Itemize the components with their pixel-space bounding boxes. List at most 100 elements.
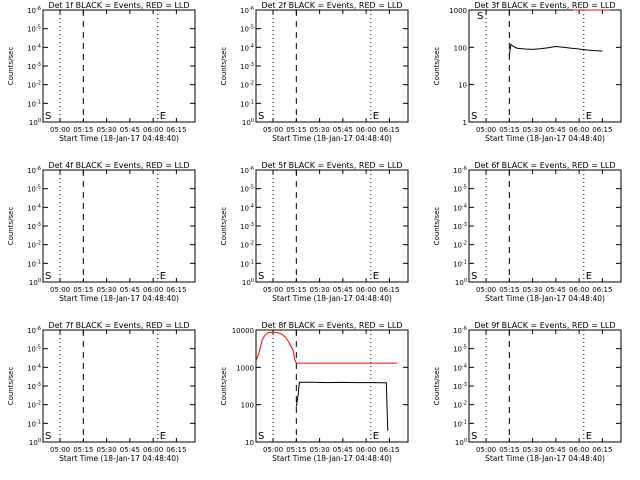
panel-title: Det 3f BLACK = Events, RED = LLD [474, 1, 615, 10]
x-tick-label: 05:30 [96, 126, 116, 134]
end-marker: E [373, 271, 379, 282]
x-tick-label: 06:15 [592, 126, 612, 134]
y-tick-label: 10-2 [453, 241, 467, 250]
y-axis-label: Counts/sec [433, 207, 441, 246]
y-tick-label: 100 [242, 118, 254, 127]
y-tick-label: 10-5 [453, 185, 467, 194]
x-axis-label: Start Time (18-Jan-17 04:48:40) [485, 294, 605, 303]
x-tick-label: 05:00 [50, 126, 70, 134]
y-tick-label: 10-4 [27, 363, 41, 372]
y-tick-label: 10-3 [240, 62, 254, 71]
x-axis-label: Start Time (18-Jan-17 04:48:40) [485, 454, 605, 463]
y-tick-label: 10-6 [27, 326, 41, 335]
x-tick-label: 05:30 [309, 126, 329, 134]
plot-frame [255, 329, 409, 443]
y-axis-label: Counts/sec [7, 47, 15, 86]
y-tick-label: 10-1 [27, 259, 41, 268]
y-tick-label: 10-6 [27, 6, 41, 15]
x-tick-label: 05:45 [333, 126, 353, 134]
x-tick-label: 05:00 [476, 126, 496, 134]
y-axis-label: Counts/sec [220, 207, 228, 246]
y-tick-label: 10-2 [240, 81, 254, 90]
x-tick-label: 05:45 [546, 286, 566, 294]
end-marker: E [586, 271, 592, 282]
y-tick-label: 100 [454, 44, 467, 52]
y-axis-label: Counts/sec [220, 367, 228, 406]
y-tick-label: 10-3 [240, 222, 254, 231]
plot-frame [468, 9, 622, 123]
y-axis-label: Counts/sec [7, 207, 15, 246]
x-tick-label: 06:00 [356, 286, 376, 294]
y-tick-label: 10-4 [27, 203, 41, 212]
x-axis-label: Start Time (18-Jan-17 04:48:40) [59, 134, 179, 143]
y-tick-label: 10-4 [27, 43, 41, 52]
x-tick-label: 05:15 [73, 446, 93, 454]
x-axis-label: Start Time (18-Jan-17 04:48:40) [485, 134, 605, 143]
y-tick-label: 1000 [236, 364, 254, 372]
x-tick-label: 05:00 [263, 126, 283, 134]
x-tick-label: 05:30 [522, 286, 542, 294]
x-tick-label: 06:00 [143, 446, 163, 454]
y-tick-label: 1000 [449, 7, 467, 15]
y-tick-label: 10-2 [240, 241, 254, 250]
x-tick-label: 05:00 [263, 446, 283, 454]
x-tick-label: 05:30 [96, 446, 116, 454]
x-tick-label: 05:15 [286, 286, 306, 294]
start-marker: S [45, 111, 51, 122]
x-tick-label: 06:15 [166, 286, 186, 294]
x-tick-label: 06:15 [592, 446, 612, 454]
end-marker: E [160, 271, 166, 282]
plot-frame [255, 9, 409, 123]
x-tick-label: 05:30 [522, 126, 542, 134]
x-tick-label: 05:00 [476, 286, 496, 294]
x-tick-label: 05:45 [120, 446, 140, 454]
y-tick-label: 10-5 [27, 185, 41, 194]
lld-series [255, 331, 398, 364]
panel-title: Det 6f BLACK = Events, RED = LLD [474, 161, 615, 170]
y-tick-label: 1 [463, 119, 467, 127]
x-tick-label: 05:45 [333, 446, 353, 454]
x-tick-label: 05:15 [73, 286, 93, 294]
events-series [508, 43, 603, 56]
y-tick-label: 10-6 [240, 6, 254, 15]
y-tick-label: 100 [29, 118, 41, 127]
x-tick-label: 05:00 [476, 446, 496, 454]
panel-title: Det 5f BLACK = Events, RED = LLD [261, 161, 402, 170]
y-tick-label: 100 [242, 278, 254, 287]
y-tick-label: 10-5 [27, 345, 41, 354]
end-marker: E [586, 431, 592, 442]
plot-frame [255, 169, 409, 283]
x-tick-label: 05:30 [96, 286, 116, 294]
panel-title: Det 9f BLACK = Events, RED = LLD [474, 321, 615, 330]
x-tick-label: 05:00 [50, 446, 70, 454]
x-tick-label: 05:15 [499, 286, 519, 294]
plot-frame [42, 329, 196, 443]
panel-9: Det 9f BLACK = Events, RED = LLD 05:00 05:… [433, 321, 622, 463]
end-marker: E [586, 111, 592, 122]
x-tick-label: 05:30 [309, 446, 329, 454]
x-tick-label: 06:15 [379, 286, 399, 294]
plot-frame [42, 169, 196, 283]
x-tick-label: 06:00 [356, 446, 376, 454]
y-tick-label: 10-6 [27, 166, 41, 175]
y-tick-label: 10-4 [240, 43, 254, 52]
start-marker: S [258, 271, 264, 282]
x-tick-label: 05:00 [50, 286, 70, 294]
x-tick-label: 06:15 [379, 126, 399, 134]
x-tick-label: 05:15 [286, 446, 306, 454]
y-tick-label: 10-2 [27, 81, 41, 90]
panel-1: Det 1f BLACK = Events, RED = LLD 05:00 05:… [7, 1, 196, 143]
x-tick-label: 05:45 [546, 446, 566, 454]
panel-3: Det 3f BLACK = Events, RED = LLD 05:00 05:… [433, 1, 622, 143]
y-tick-label: 10-1 [27, 419, 41, 428]
panel-title: Det 1f BLACK = Events, RED = LLD [48, 1, 189, 10]
y-tick-label: 10-1 [453, 259, 467, 268]
y-tick-label: 100 [455, 278, 467, 287]
x-tick-label: 06:00 [143, 126, 163, 134]
end-marker: E [160, 111, 166, 122]
panel-title: Det 8f BLACK = Events, RED = LLD [261, 321, 402, 330]
